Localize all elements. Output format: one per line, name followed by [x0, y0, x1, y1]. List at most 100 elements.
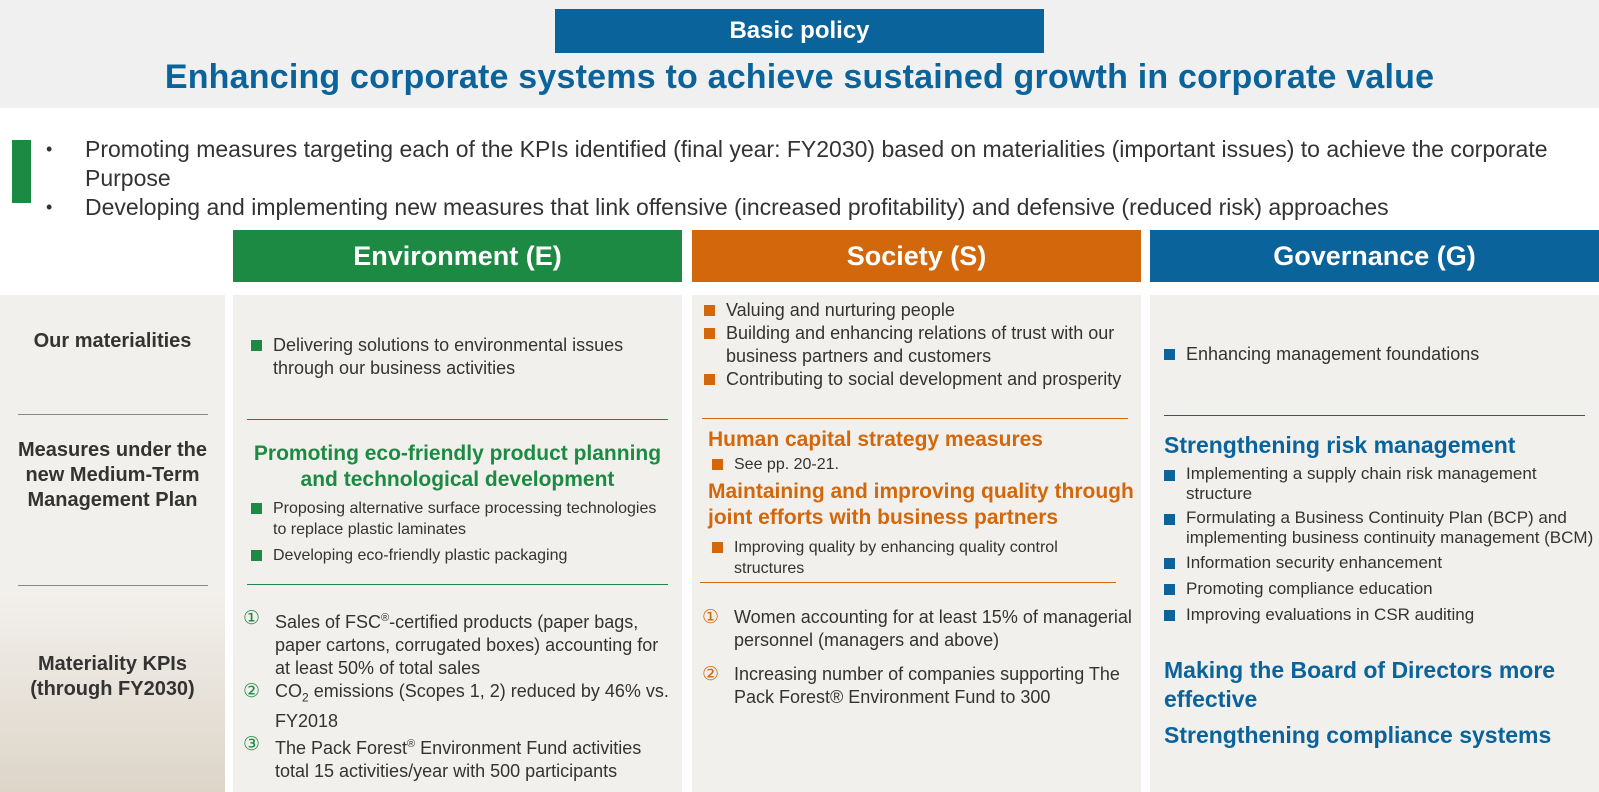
square-bullet-icon: [1164, 610, 1175, 621]
bullet-icon: •: [46, 139, 53, 159]
environment-kpis: ① Sales of FSC®-certified products (paper…: [243, 607, 673, 783]
governance-panel: Enhancing management foundations Strengt…: [1150, 295, 1599, 792]
item-text: Contributing to social development and p…: [726, 369, 1122, 389]
kpi-item: ③ The Pack Forest® Environment Fund activ…: [243, 733, 673, 783]
kpi-item: ① Sales of FSC®-certified products (paper…: [243, 607, 673, 680]
intro-marker: [12, 140, 31, 203]
intro-text: Promoting measures targeting each of the…: [85, 136, 1548, 191]
square-bullet-icon: [1164, 558, 1175, 569]
square-bullet-icon: [704, 328, 715, 339]
list-item: Promoting compliance education: [1162, 578, 1598, 600]
item-text: Proposing alternative surface processing…: [273, 500, 657, 538]
item-text: See pp. 20-21.: [734, 456, 839, 473]
row-divider: [18, 585, 208, 586]
divider: [247, 584, 668, 585]
list-item: Improving quality by enhancing quality c…: [710, 537, 1120, 579]
registered-mark: ®: [407, 737, 416, 750]
list-item: Formulating a Business Continuity Plan (…: [1162, 508, 1598, 548]
item-text: Valuing and nurturing people: [726, 300, 955, 320]
divider: [247, 419, 668, 420]
intro-item: • Developing and implementing new measure…: [44, 193, 1594, 222]
item-text: Building and enhancing relations of trus…: [726, 323, 1115, 366]
circled-number: ①: [243, 608, 261, 629]
list-item: Contributing to social development and p…: [702, 368, 1134, 391]
kpi-text: CO: [275, 681, 302, 701]
society-materialities: Valuing and nurturing people Building an…: [702, 299, 1134, 391]
circled-number: ①: [702, 607, 720, 628]
governance-heading-board: Making the Board of Directors more effec…: [1164, 657, 1556, 712]
square-bullet-icon: [704, 305, 715, 316]
square-bullet-icon: [1164, 349, 1175, 360]
item-text: Enhancing management foundations: [1186, 344, 1480, 364]
environment-panel: Delivering solutions to environmental is…: [233, 295, 682, 792]
divider: [700, 582, 1116, 583]
kpi-text: Increasing number of companies supportin…: [734, 664, 1120, 707]
row-label-kpis: Materiality KPIs (through FY2030): [30, 653, 195, 700]
square-bullet-icon: [251, 503, 262, 514]
square-bullet-icon: [712, 542, 723, 553]
society-measures-1: See pp. 20-21.: [710, 454, 1130, 475]
square-bullet-icon: [1164, 584, 1175, 595]
kpi-item: ② CO2 emissions (Scopes 1, 2) reduced by …: [243, 680, 673, 733]
page-title: Enhancing corporate systems to achieve s…: [164, 58, 1435, 96]
environment-measures: Proposing alternative surface processing…: [249, 498, 669, 566]
intro-item: • Promoting measures targeting each of th…: [44, 135, 1594, 193]
row-divider: [18, 414, 208, 415]
kpi-item: ① Women accounting for at least 15% of ma…: [702, 606, 1132, 652]
governance-risk-measures: Implementing a supply chain risk managem…: [1162, 464, 1598, 626]
list-item: See pp. 20-21.: [710, 454, 1130, 475]
row-label-measures: Measures under the new Medium-Term Manag…: [18, 439, 207, 511]
list-item: Building and enhancing relations of trus…: [702, 322, 1134, 368]
society-kpis: ① Women accounting for at least 15% of ma…: [702, 606, 1132, 709]
society-panel: Valuing and nurturing people Building an…: [692, 295, 1141, 792]
square-bullet-icon: [1164, 514, 1175, 525]
square-bullet-icon: [251, 340, 262, 351]
kpi-text: The Pack Forest: [275, 737, 408, 758]
circled-number: ②: [702, 664, 720, 685]
divider: [702, 418, 1128, 419]
list-item: Improving evaluations in CSR auditing: [1162, 604, 1598, 626]
list-item: Developing eco-friendly plastic packagin…: [249, 545, 669, 566]
square-bullet-icon: [712, 459, 723, 470]
list-item: Information security enhancement: [1162, 552, 1598, 574]
row-labels-panel: Our materialities Measures under the new…: [0, 295, 225, 792]
item-text: Implementing a supply chain risk managem…: [1186, 464, 1537, 503]
kpi-text: Environment Fund activities total 15 act…: [275, 737, 642, 781]
environment-materialities: Delivering solutions to environmental is…: [249, 334, 669, 380]
item-text: Improving evaluations in CSR auditing: [1186, 605, 1475, 624]
item-text: Developing eco-friendly plastic packagin…: [273, 547, 568, 564]
subscript: 2: [302, 690, 309, 705]
list-item: Delivering solutions to environmental is…: [249, 334, 669, 380]
column-header-society: Society (S): [692, 230, 1141, 282]
circled-number: ③: [243, 733, 261, 755]
intro-text: Developing and implementing new measures…: [85, 194, 1389, 220]
item-text: Improving quality by enhancing quality c…: [734, 539, 1058, 577]
list-item: Enhancing management foundations: [1162, 343, 1592, 366]
square-bullet-icon: [1164, 470, 1175, 481]
square-bullet-icon: [704, 374, 715, 385]
list-item: Proposing alternative surface processing…: [249, 498, 669, 540]
list-item: Valuing and nurturing people: [702, 299, 1134, 322]
column-header-governance: Governance (G): [1150, 230, 1599, 282]
governance-heading-compliance: Strengthening compliance systems: [1164, 722, 1552, 748]
kpi-text: Sales of FSC: [275, 612, 382, 632]
society-measures-heading-2: Maintaining and improving quality throug…: [708, 480, 1134, 529]
list-item: Implementing a supply chain risk managem…: [1162, 464, 1598, 504]
governance-materialities: Enhancing management foundations: [1162, 343, 1592, 366]
society-measures-2: Improving quality by enhancing quality c…: [710, 537, 1120, 579]
item-text: Information security enhancement: [1186, 553, 1443, 572]
society-measures-heading-1: Human capital strategy measures: [708, 428, 1043, 451]
kpi-text: emissions (Scopes 1, 2) reduced by 46% v…: [275, 681, 669, 731]
registered-mark: ®: [381, 612, 390, 624]
basic-policy-label: Basic policy: [555, 9, 1044, 53]
circled-number: ②: [243, 681, 261, 702]
square-bullet-icon: [251, 550, 262, 561]
kpi-text: Women accounting for at least 15% of man…: [734, 607, 1132, 650]
item-text: Delivering solutions to environmental is…: [273, 335, 624, 378]
row-label-materialities: Our materialities: [33, 330, 192, 352]
kpi-text: -certified products (paper bags, paper c…: [275, 612, 659, 678]
environment-measures-heading: Promoting eco-friendly product planning …: [253, 442, 662, 491]
item-text: Promoting compliance education: [1186, 579, 1433, 598]
item-text: Formulating a Business Continuity Plan (…: [1186, 508, 1594, 547]
divider: [1164, 415, 1585, 416]
